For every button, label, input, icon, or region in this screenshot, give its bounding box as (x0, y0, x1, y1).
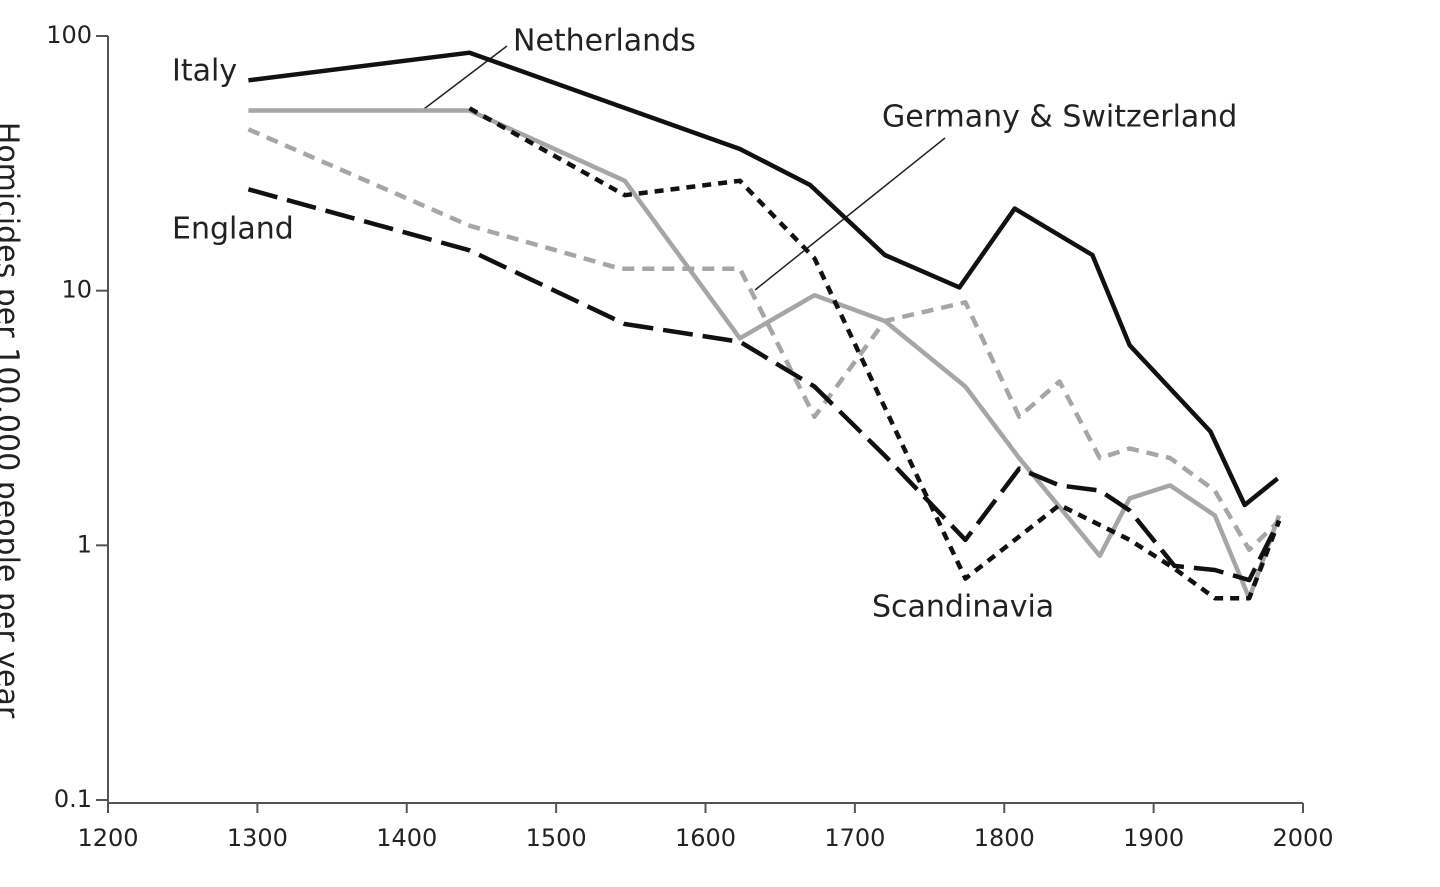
y-tick-label: 100 (46, 21, 92, 49)
x-tick-label: 1700 (824, 824, 885, 852)
series-line (247, 187, 1282, 583)
x-tick-label: 1400 (376, 824, 437, 852)
leader-line (754, 137, 946, 291)
series-line (248, 50, 1280, 508)
y-tick-label: 1 (77, 530, 92, 558)
series-line (247, 127, 1281, 553)
series-label: Scandinavia (872, 590, 1054, 625)
x-tick-label: 1900 (1123, 824, 1184, 852)
series-line (468, 106, 1282, 601)
x-tick-label: 1600 (675, 824, 736, 852)
series-label: Germany & Switzerland (882, 100, 1237, 135)
x-tick-label: 2000 (1272, 824, 1333, 852)
x-tick-label: 1800 (974, 824, 1035, 852)
leader-line (419, 45, 508, 113)
series-label: Italy (172, 54, 237, 89)
x-tick-label: 1500 (526, 824, 587, 852)
series-label: Netherlands (513, 24, 696, 59)
x-tick-label: 1200 (77, 824, 138, 852)
x-tick-label: 1300 (227, 824, 288, 852)
series-line (248, 108, 1282, 601)
y-tick-label: 0.1 (54, 785, 92, 813)
series-label: England (172, 212, 294, 247)
y-tick-label: 10 (61, 276, 92, 304)
y-axis-label: Homicides per 100,000 people per year (0, 122, 25, 719)
